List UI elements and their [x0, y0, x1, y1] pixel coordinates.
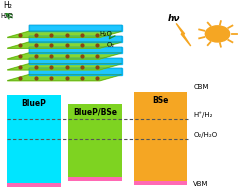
- Polygon shape: [29, 68, 122, 74]
- Polygon shape: [29, 47, 122, 53]
- Text: VBM: VBM: [193, 181, 209, 187]
- Polygon shape: [29, 25, 122, 31]
- FancyBboxPatch shape: [7, 95, 61, 187]
- Text: O₂/H₂O: O₂/H₂O: [193, 132, 217, 138]
- FancyBboxPatch shape: [7, 183, 61, 187]
- FancyBboxPatch shape: [68, 177, 122, 181]
- FancyBboxPatch shape: [134, 92, 187, 185]
- Text: CBM: CBM: [193, 84, 209, 91]
- Text: H₂O: H₂O: [0, 13, 13, 19]
- FancyBboxPatch shape: [134, 181, 187, 185]
- Text: H₂: H₂: [3, 1, 12, 10]
- Text: H⁺/H₂: H⁺/H₂: [193, 112, 213, 118]
- Polygon shape: [7, 31, 122, 37]
- Text: hν: hν: [168, 14, 180, 23]
- Polygon shape: [29, 58, 122, 64]
- Polygon shape: [7, 42, 122, 48]
- Polygon shape: [29, 36, 122, 42]
- Polygon shape: [7, 64, 122, 70]
- Text: BSe: BSe: [152, 96, 169, 105]
- Polygon shape: [7, 53, 122, 59]
- FancyBboxPatch shape: [68, 104, 122, 181]
- Text: BlueP: BlueP: [22, 99, 46, 108]
- Circle shape: [205, 26, 230, 42]
- Polygon shape: [7, 74, 122, 81]
- Polygon shape: [176, 23, 191, 46]
- Text: H₂O: H₂O: [100, 30, 113, 36]
- Text: BlueP/BSe: BlueP/BSe: [73, 108, 117, 117]
- Text: O₂: O₂: [107, 42, 115, 48]
